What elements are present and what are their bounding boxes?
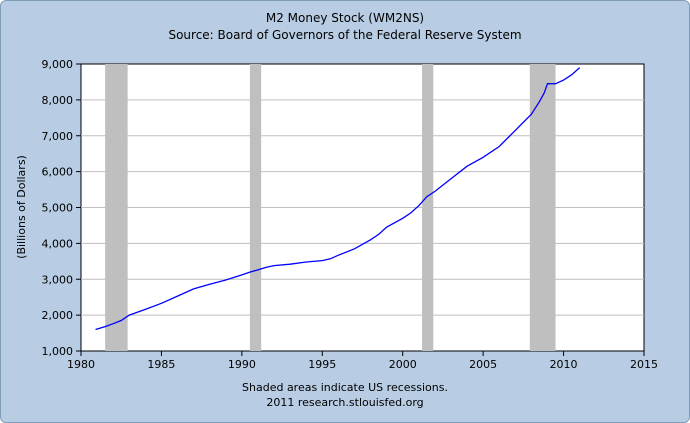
y-tick-label: 2,000	[42, 309, 74, 322]
x-tick-label: 1980	[67, 358, 95, 371]
series-line-1	[95, 67, 581, 331]
chart-title: M2 Money Stock (WM2NS)	[265, 11, 425, 25]
source-credit: 2011 research.stlouisfed.org	[266, 396, 424, 409]
x-tick-label: 1995	[308, 358, 336, 371]
y-tick-label: 4,000	[42, 237, 74, 250]
y-tick-label: 7,000	[42, 130, 74, 143]
x-tick-label: 1990	[228, 358, 256, 371]
y-tick-label: 3,000	[42, 273, 74, 286]
x-tick-label: 2000	[389, 358, 417, 371]
series-layer	[95, 67, 581, 331]
y-axis: 1,000 2,000 3,000 4,000 5,000 6,000 7,000 8,000…	[42, 58, 81, 358]
recession-note: Shaded areas indicate US recessions.	[242, 381, 448, 394]
y-tick-label: 8,000	[42, 94, 74, 107]
chart-subtitle: Source: Board of Governors of the Federa…	[168, 28, 522, 42]
y-tick-label: 9,000	[42, 58, 74, 71]
x-axis: 1980 1985 1990 1995 2000 2005 2010 2015	[67, 351, 658, 371]
y-tick-label: 1,000	[42, 345, 74, 358]
x-tick-label: 2005	[469, 358, 497, 371]
x-tick-label: 1985	[147, 358, 175, 371]
x-tick-label: 2015	[630, 358, 658, 371]
x-tick-label: 2010	[550, 358, 578, 371]
y-tick-label: 6,000	[42, 166, 74, 179]
gridlines	[81, 99, 644, 316]
y-axis-label: (Billions of Dollars)	[15, 155, 28, 259]
y-tick-label: 5,000	[42, 202, 74, 215]
